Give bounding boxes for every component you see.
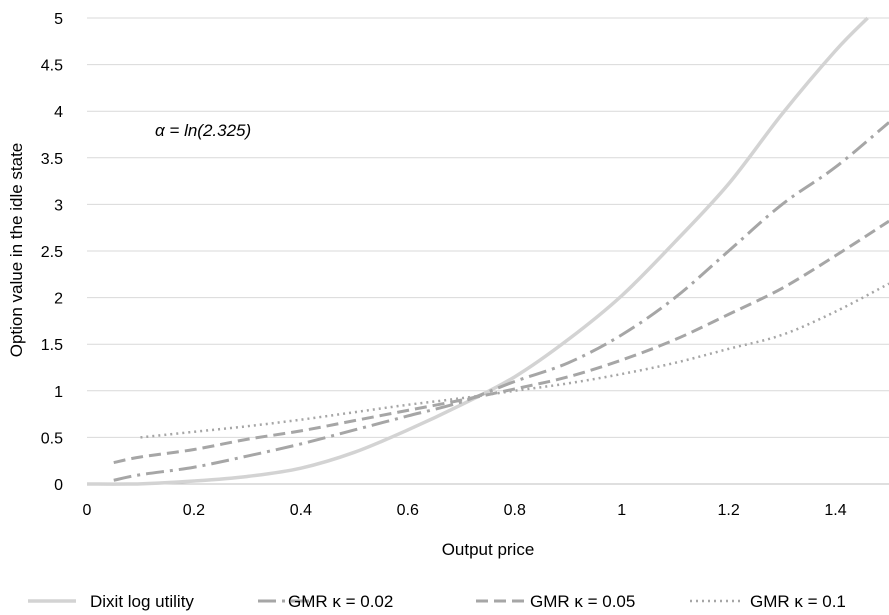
- legend-label-0: Dixit log utility: [90, 592, 194, 611]
- x-tick-label: 0.4: [290, 502, 312, 519]
- series-line-2: [113, 219, 889, 465]
- alpha-annotation: α = ln(2.325): [155, 121, 251, 140]
- legend-label-1: GMR κ = 0.02: [288, 592, 393, 611]
- legend-label-2: GMR κ = 0.05: [530, 592, 635, 611]
- x-tick-label: 1.4: [824, 502, 846, 519]
- series-line-0: [86, 16, 869, 486]
- y-tick-label: 2: [54, 291, 63, 308]
- y-tick-label: 3: [54, 197, 63, 214]
- y-tick-label: 1.5: [41, 337, 63, 354]
- y-tick-label: 4: [54, 104, 63, 121]
- plot-area: [86, 16, 889, 486]
- grid: [87, 17, 889, 438]
- y-tick-label: 0.5: [41, 430, 63, 447]
- x-tick-label: 0.2: [183, 502, 205, 519]
- legend: Dixit log utility GMR κ = 0.02 GMR κ = 0.0…: [28, 592, 846, 611]
- y-tick-label: 2.5: [41, 244, 63, 261]
- x-tick-label: 0.6: [397, 502, 419, 519]
- y-tick-label: 1: [54, 384, 63, 401]
- y-tick-label: 5: [54, 11, 63, 28]
- x-tick-label: 0: [83, 502, 92, 519]
- series-line-1: [113, 121, 889, 482]
- y-axis-label: Option value in the idle state: [7, 143, 26, 358]
- x-axis-ticks: 0 0.2 0.4 0.6 0.8 1 1.2 1.4: [83, 502, 847, 519]
- y-tick-label: 0: [54, 477, 63, 494]
- series-line-3: [140, 282, 889, 439]
- x-tick-label: 1: [617, 502, 626, 519]
- y-tick-label: 3.5: [41, 151, 63, 168]
- legend-label-3: GMR κ = 0.1: [750, 592, 846, 611]
- x-axis-label: Output price: [442, 540, 535, 559]
- x-tick-label: 0.8: [504, 502, 526, 519]
- y-tick-label: 4.5: [41, 58, 63, 75]
- y-axis-ticks: 0 0.5 1 1.5 2 2.5 3 3.5 4 4.5 5: [41, 11, 63, 494]
- x-tick-label: 1.2: [717, 502, 739, 519]
